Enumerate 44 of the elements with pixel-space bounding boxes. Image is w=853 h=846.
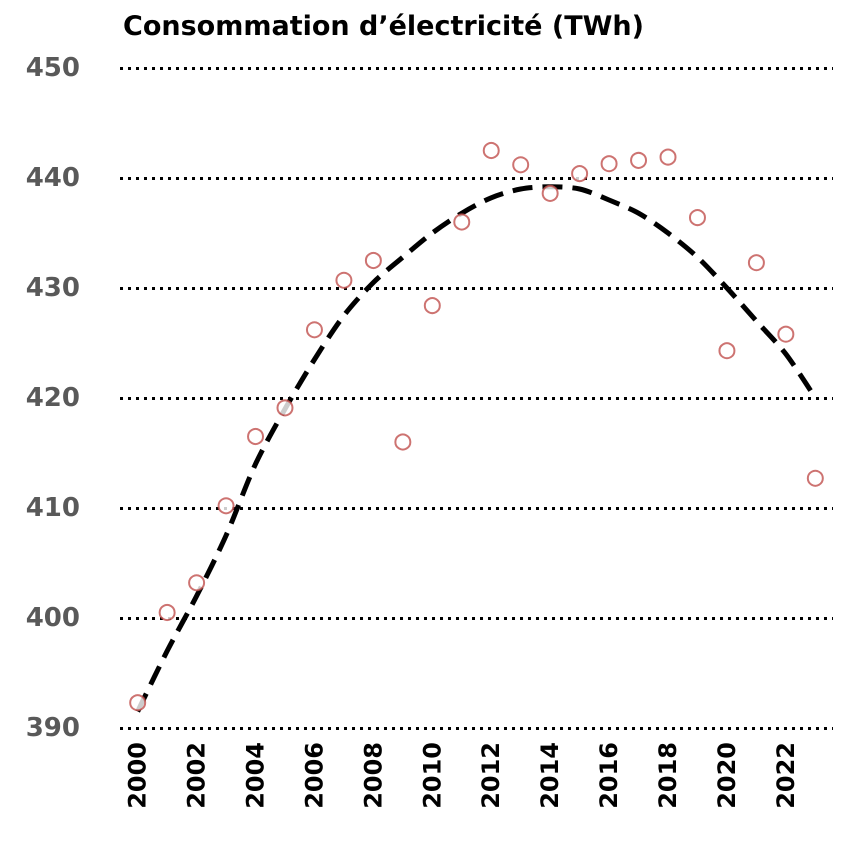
point [600, 155, 618, 172]
y-tick-label: 390 [26, 713, 80, 743]
y-tick-label: 400 [26, 603, 80, 633]
x-tick-label: 2010 [418, 742, 446, 809]
x-tick-label: 2022 [772, 742, 800, 809]
x-tick-label: 2006 [300, 742, 328, 809]
point [542, 184, 559, 202]
point [129, 694, 146, 712]
point [512, 156, 530, 174]
point [364, 252, 382, 269]
y-tick-label: 430 [26, 273, 80, 303]
y-tick-label: 440 [26, 163, 80, 193]
point [688, 209, 706, 226]
point [247, 428, 264, 445]
chart-title: Consommation d’électricité (TWh) [123, 11, 644, 42]
x-tick-label: 2020 [712, 742, 741, 809]
point [276, 399, 294, 416]
point [394, 434, 412, 450]
point [218, 497, 235, 514]
x-tick-label: 2016 [595, 742, 624, 809]
point [424, 297, 441, 314]
x-tick-label: 2008 [359, 742, 388, 809]
x-tick-label: 2000 [124, 742, 152, 809]
point [306, 321, 323, 338]
x-tick-label: 2018 [654, 742, 682, 809]
y-tick-label: 410 [26, 493, 80, 523]
x-tick-label: 2012 [477, 742, 506, 809]
point [571, 165, 588, 182]
point [335, 272, 352, 289]
point [718, 342, 736, 360]
y-tick-label: 420 [26, 383, 80, 413]
point [188, 574, 206, 592]
x-tick-label: 2002 [182, 742, 211, 809]
y-tick-label: 450 [26, 53, 80, 83]
point [453, 214, 470, 230]
point [630, 152, 648, 169]
x-tick-label: 2004 [242, 742, 270, 809]
point [806, 470, 824, 487]
point [158, 604, 176, 621]
x-tick-label: 2014 [536, 742, 564, 809]
point [482, 142, 500, 159]
point [748, 254, 765, 272]
point [660, 148, 677, 166]
point [777, 326, 794, 343]
